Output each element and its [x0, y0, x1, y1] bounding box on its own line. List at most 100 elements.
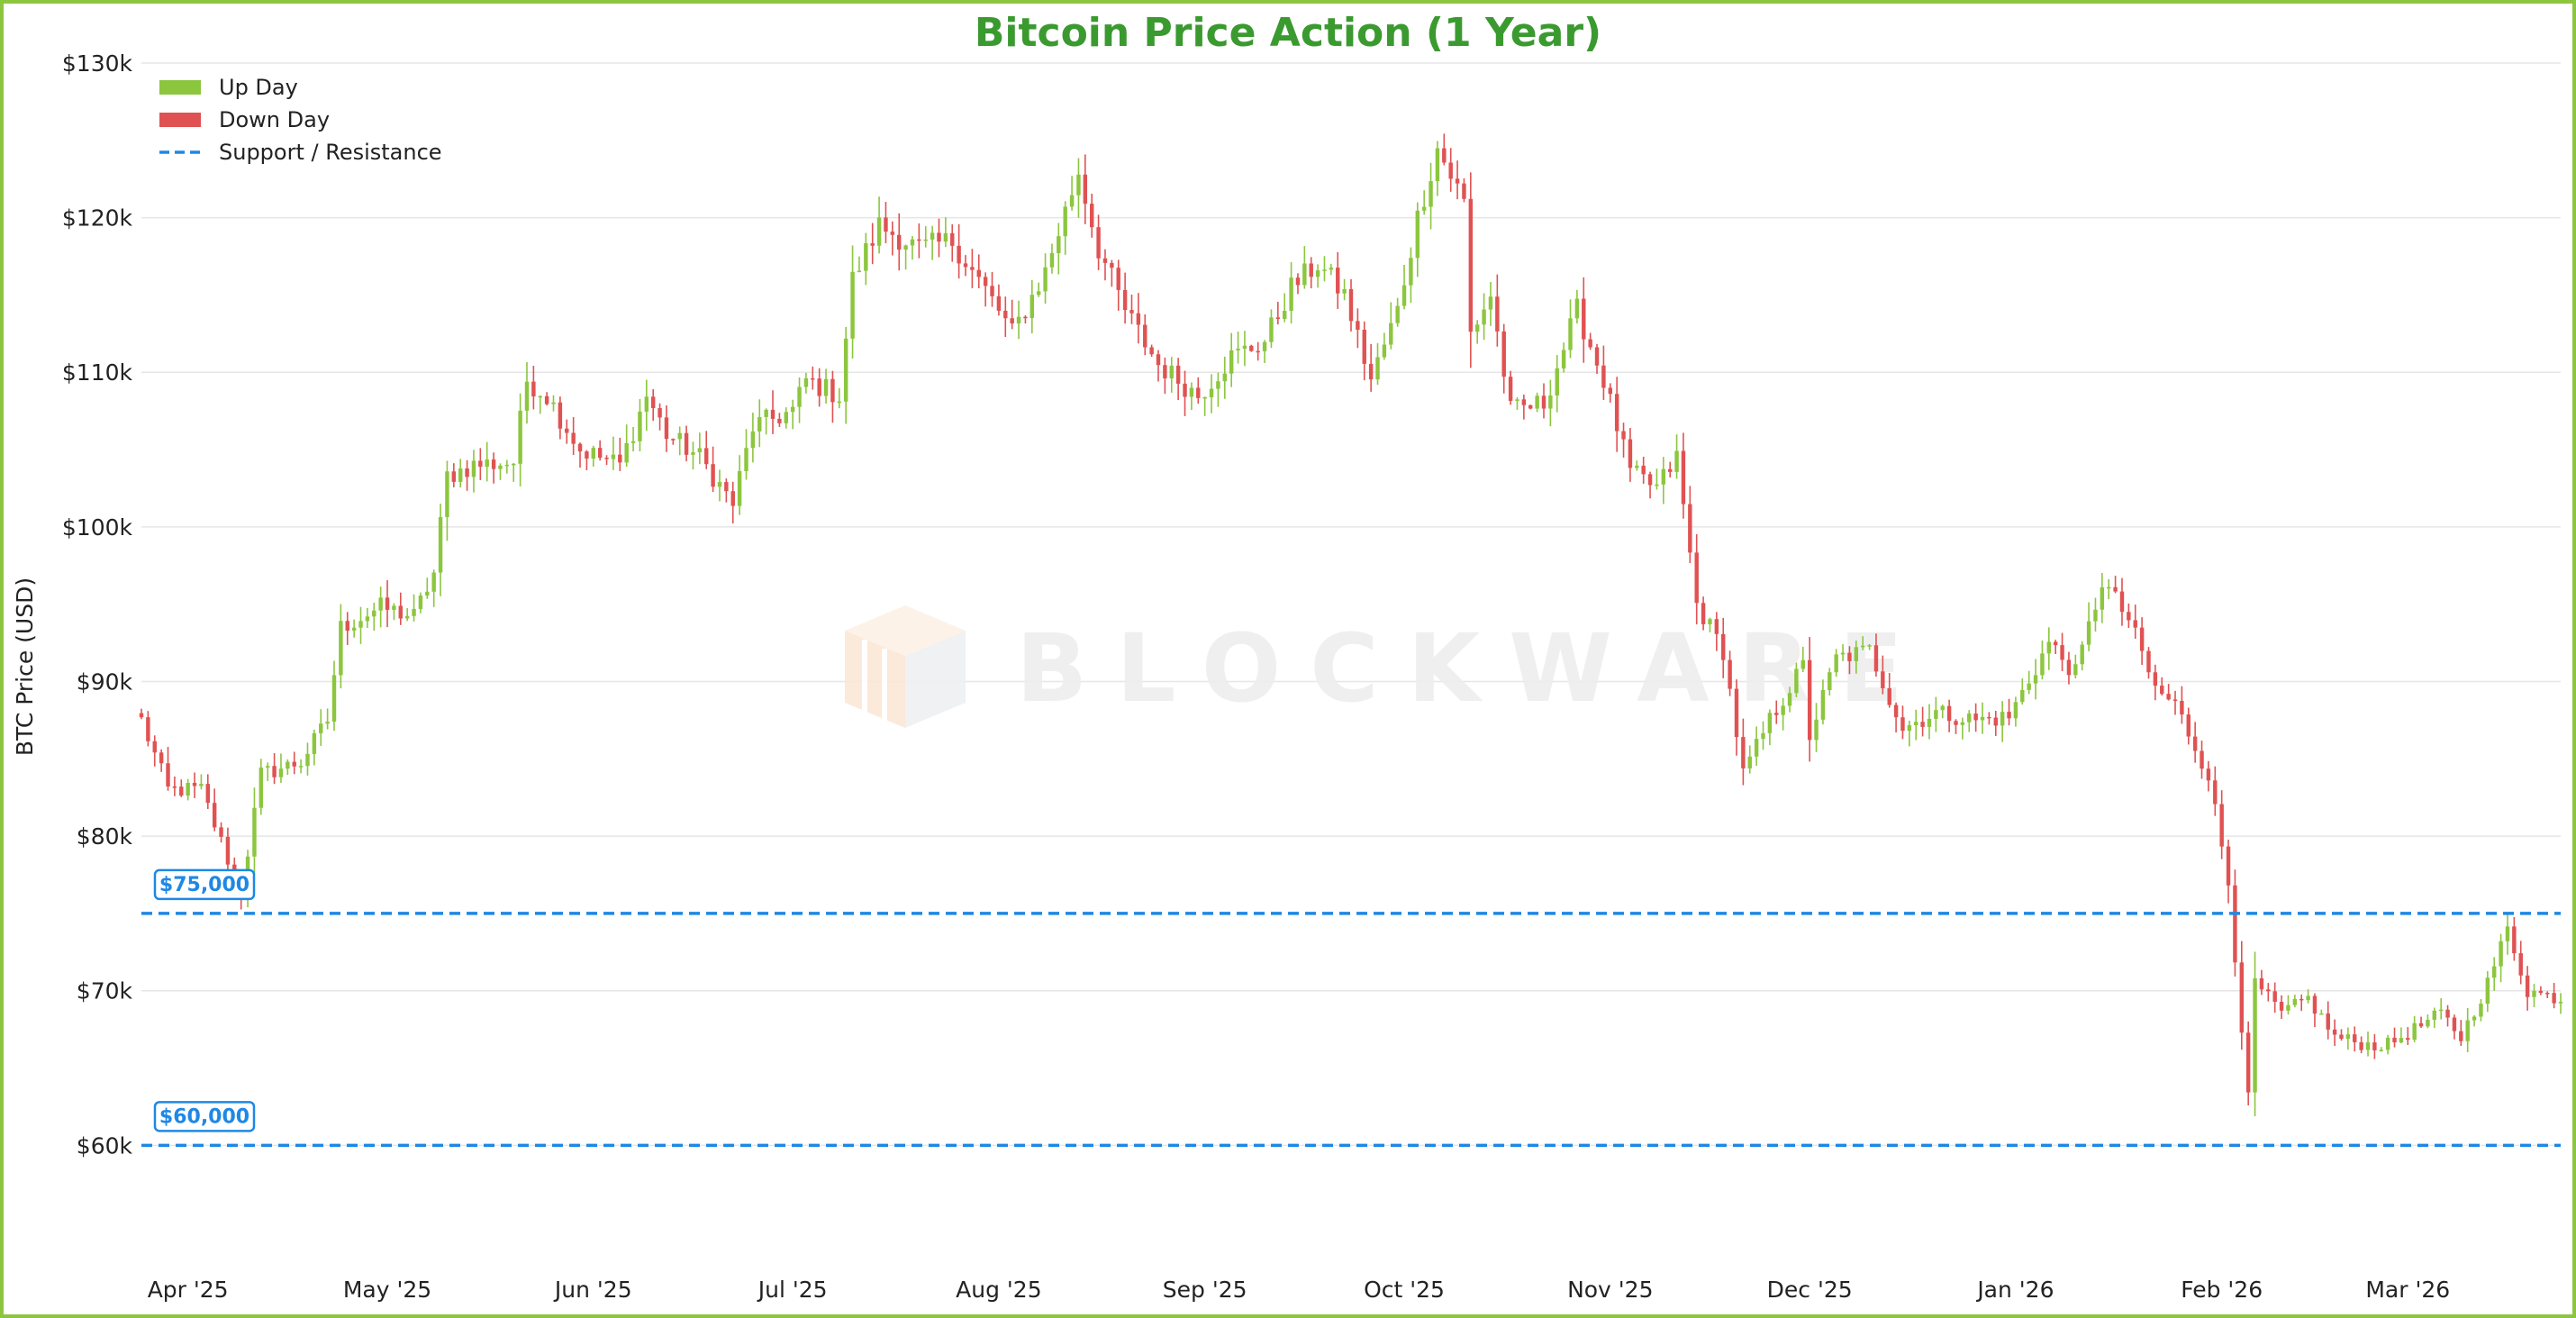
candle-body	[2286, 1004, 2290, 1011]
candle-body	[2518, 953, 2523, 976]
candle-down	[272, 752, 277, 785]
candle-down	[491, 452, 496, 484]
candle-body	[803, 377, 809, 387]
candle-body	[764, 409, 768, 417]
candle-up	[1302, 246, 1307, 289]
candle-up	[2292, 995, 2298, 1008]
candle-up	[2046, 627, 2052, 670]
candle-body	[1708, 619, 1712, 624]
candle-down	[1987, 712, 1991, 725]
candle-body	[1847, 652, 1852, 661]
candle-body	[2219, 804, 2224, 847]
candle-up	[1840, 644, 1846, 661]
candle-body	[378, 597, 383, 611]
candle-body	[192, 782, 197, 786]
candle-body	[431, 572, 436, 592]
candle-body	[1096, 227, 1101, 259]
candle-down	[1156, 350, 1161, 382]
candle-body	[770, 409, 776, 419]
candle-body	[2192, 736, 2198, 751]
candle-down	[1163, 357, 1167, 395]
candle-down	[1701, 596, 1706, 631]
candle-up	[1389, 302, 1393, 350]
x-tick-label: Apr '25	[148, 1277, 229, 1303]
candle-down	[1900, 705, 1905, 740]
candle-up	[757, 399, 762, 448]
candle-body	[2485, 977, 2490, 1004]
candle-body	[2452, 1017, 2457, 1032]
candle-down	[565, 419, 569, 444]
candle-body	[691, 452, 695, 455]
candle-body	[1382, 344, 1387, 358]
candle-down	[2226, 840, 2231, 904]
candle-body	[843, 338, 848, 402]
candle-down	[1023, 315, 1028, 324]
y-axis-label: BTC Price (USD)	[12, 577, 38, 756]
candle-up	[2107, 579, 2111, 600]
candle-body	[1216, 381, 1220, 389]
candle-down	[292, 751, 296, 775]
candle-up	[2479, 999, 2483, 1022]
candle-up	[438, 504, 443, 596]
candle-body	[884, 217, 888, 232]
level-label: $60,000	[159, 1105, 249, 1128]
candle-body	[2545, 993, 2550, 995]
candle-body	[664, 417, 669, 440]
candle-up	[2532, 984, 2536, 1008]
candle-body	[1368, 363, 1374, 380]
candle-body	[1409, 258, 1413, 286]
candle-up	[1787, 686, 1792, 713]
candle-body	[1701, 603, 1706, 624]
candle-up	[1216, 372, 1220, 407]
candle-up	[1209, 374, 1214, 414]
candle-body	[1993, 717, 1998, 726]
candle-down	[711, 446, 715, 493]
candle-body	[1262, 341, 1267, 351]
candle-up	[1820, 679, 1826, 725]
candle-up	[1747, 745, 1752, 774]
candle-up	[624, 424, 629, 468]
candle-body	[1501, 331, 1506, 377]
candle-down	[1110, 259, 1114, 287]
candle-down	[2418, 1016, 2424, 1028]
candle-up	[1049, 243, 1055, 274]
candle-body	[1003, 310, 1008, 319]
candle-up	[518, 393, 522, 486]
candle-up	[797, 377, 802, 423]
candle-down	[2545, 991, 2550, 998]
candle-body	[1794, 668, 1799, 694]
y-tick-label: $130k	[62, 50, 133, 77]
candle-body	[1561, 350, 1566, 368]
candle-up	[2345, 1027, 2351, 1050]
candle-down	[1010, 299, 1014, 330]
candle-body	[1787, 693, 1792, 706]
candle-down	[2160, 677, 2164, 695]
candle-body	[943, 232, 948, 242]
candle-up	[857, 256, 862, 273]
candle-up	[1967, 710, 1972, 732]
candle-body	[312, 732, 317, 754]
candle-body	[298, 766, 304, 768]
candle-down	[2372, 1033, 2377, 1059]
candle-up	[803, 372, 809, 394]
candle-body	[2438, 1009, 2444, 1012]
candle-down	[2512, 917, 2517, 961]
candle-up	[1535, 392, 1539, 413]
candle-body	[1621, 431, 1626, 440]
candle-up	[485, 441, 489, 482]
candle-body	[2345, 1034, 2351, 1039]
candle-body	[1582, 298, 1586, 340]
candle-body	[2491, 966, 2497, 978]
candle-down	[1681, 432, 1686, 519]
candle-down	[139, 708, 144, 720]
candle-down	[1468, 172, 1474, 368]
candle-body	[1734, 688, 1739, 738]
candle-down	[1993, 710, 1998, 736]
candle-up	[744, 429, 748, 480]
candle-down	[917, 223, 921, 259]
candle-down	[2113, 576, 2118, 594]
candle-body	[2332, 1029, 2337, 1035]
candle-up	[2379, 1047, 2383, 1052]
candle-down	[2066, 651, 2072, 685]
